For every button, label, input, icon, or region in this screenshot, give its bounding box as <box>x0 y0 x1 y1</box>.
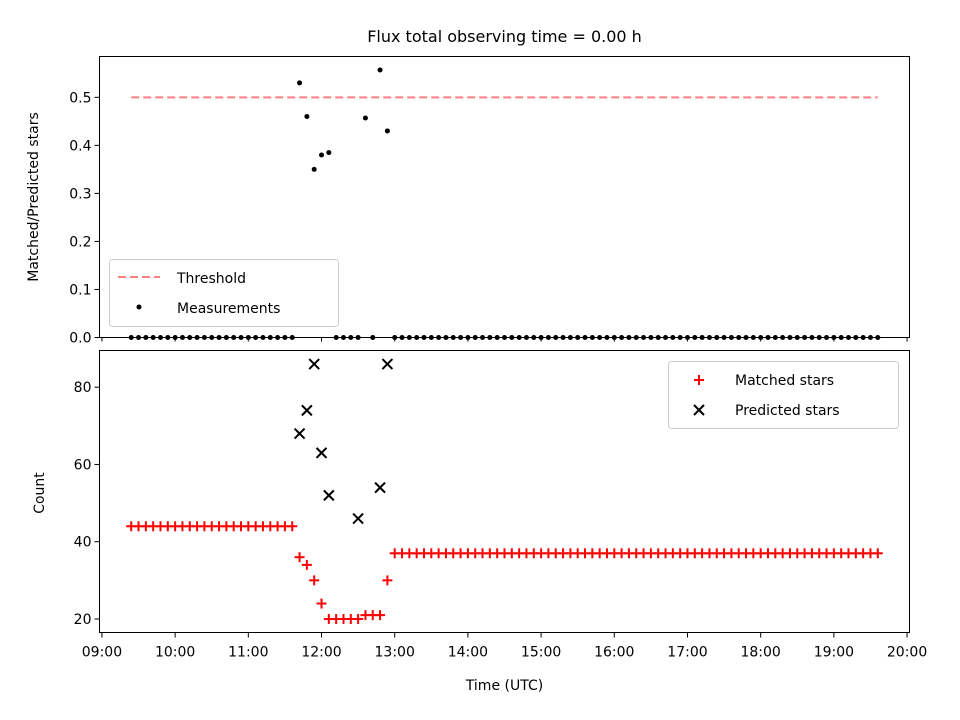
bottom-plot-area <box>126 358 883 624</box>
measurement-point <box>362 115 368 121</box>
x-tick-label: 16:00 <box>594 645 634 661</box>
bottom-axes-frame <box>99 350 910 633</box>
x-tick-label: 13:00 <box>375 645 415 661</box>
matched-star-point <box>309 575 320 586</box>
top-legend-box <box>109 259 339 327</box>
legend-predicted-label: Predicted stars <box>735 403 840 419</box>
matched-stars-legend-swatch <box>694 375 704 385</box>
legend-matched-label: Matched stars <box>735 373 834 389</box>
predicted-star-point <box>323 489 335 502</box>
predicted-legend-marker <box>693 404 705 416</box>
legend-threshold-label: Threshold <box>176 271 246 287</box>
bottom-legend: Matched stars Predicted stars <box>668 361 899 429</box>
predicted-star-point <box>381 358 394 370</box>
matched-star-point <box>353 613 364 624</box>
measurement-point <box>297 80 303 86</box>
x-tick-label: 11:00 <box>228 645 268 661</box>
predicted-star-point <box>315 447 328 459</box>
bottom-y-tick-label: 20 <box>74 612 92 628</box>
measurement-point <box>311 166 317 172</box>
measurement-point <box>319 152 325 158</box>
x-tick-label: 18:00 <box>740 645 780 661</box>
measurements-legend-swatch <box>136 304 142 310</box>
matched-star-point <box>382 575 393 586</box>
predicted-star-point <box>352 512 364 525</box>
top-y-tick-label: 0.5 <box>69 90 91 106</box>
predicted-stars-legend-swatch <box>693 404 705 416</box>
bottom-legend-box <box>668 361 899 429</box>
x-tick-label: 20:00 <box>887 645 927 661</box>
predicted-star-point <box>301 404 313 417</box>
x-tick-label: 12:00 <box>301 645 341 661</box>
measurement-point <box>377 67 383 73</box>
bottom-y-axis-label: Count <box>32 472 48 514</box>
predicted-star-point <box>293 427 306 440</box>
legend-measurements-label: Measurements <box>177 301 280 317</box>
x-axis-label: Time (UTC) <box>465 678 543 694</box>
top-y-tick-label: 0.4 <box>69 138 91 154</box>
counts-panel: Count Time (UTC) 20 40 60 80 09:00 10:00 11:0… <box>32 350 927 694</box>
measurement-point <box>384 128 390 134</box>
bottom-x-axis: 09:00 10:00 11:00 12:00 13:00 14:00 15:00 16:00… <box>82 632 927 661</box>
top-plot-area <box>128 67 881 340</box>
matched-legend-marker <box>694 375 704 385</box>
matched-star-point <box>287 521 298 532</box>
matched-star-point <box>301 559 312 570</box>
top-y-tick-label: 0.0 <box>69 331 91 347</box>
bottom-y-tick-label: 40 <box>74 535 92 551</box>
matched-star-point <box>375 610 386 621</box>
chart-title: Flux total observing time = 0.00 h <box>367 27 642 46</box>
x-tick-label: 09:00 <box>82 645 122 661</box>
measurement-point <box>326 150 332 156</box>
x-tick-label: 15:00 <box>521 645 561 661</box>
top-y-tick-label: 0.2 <box>69 234 91 250</box>
top-y-axis: 0.0 0.1 0.2 0.3 0.4 0.5 <box>69 90 100 347</box>
top-legend: Threshold Measurements <box>109 259 339 327</box>
x-tick-label: 17:00 <box>667 645 707 661</box>
x-tick-label: 10:00 <box>155 645 195 661</box>
x-tick-label: 19:00 <box>814 645 854 661</box>
bottom-y-axis: 20 40 60 80 <box>74 380 100 628</box>
bottom-y-tick-label: 60 <box>74 457 92 473</box>
top-y-tick-label: 0.1 <box>69 282 91 298</box>
measurement-point <box>304 114 310 120</box>
predicted-star-point <box>374 481 386 494</box>
ratio-panel: Flux total observing time = 0.00 h Match… <box>26 27 910 347</box>
top-axes-frame <box>99 56 910 338</box>
top-y-axis-label: Matched/Predicted stars <box>26 112 42 282</box>
predicted-star-point <box>308 358 320 370</box>
matched-star-point <box>872 548 883 559</box>
top-y-tick-label: 0.3 <box>69 186 91 202</box>
x-tick-label: 14:00 <box>448 645 488 661</box>
matched-star-point <box>316 598 327 609</box>
matched-star-point <box>294 552 305 563</box>
bottom-y-tick-label: 80 <box>74 380 92 396</box>
